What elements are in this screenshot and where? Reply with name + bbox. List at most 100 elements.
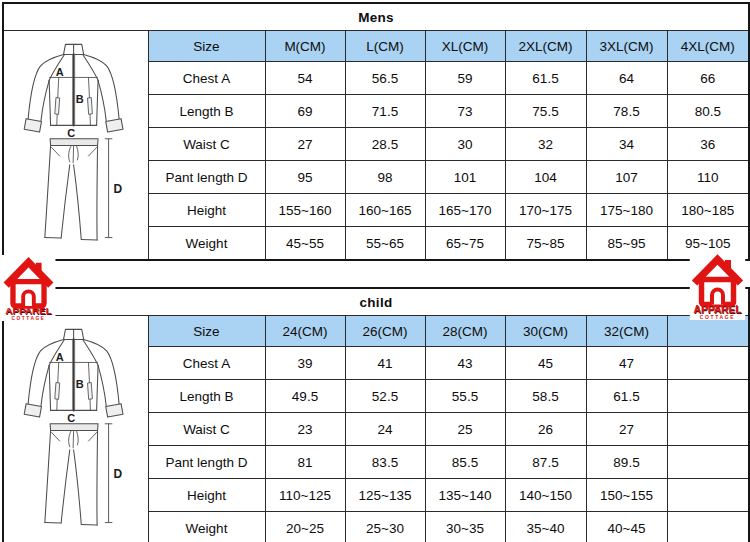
value-cell (667, 479, 749, 512)
value-cell: 28.5 (345, 128, 425, 161)
value-cell: 59 (425, 62, 505, 95)
value-cell: 107 (586, 161, 667, 194)
size-column-header: 26(CM) (345, 316, 425, 347)
value-cell: 26 (505, 413, 586, 446)
value-cell: 39 (265, 347, 345, 380)
value-cell: 54 (265, 62, 345, 95)
child-tracksuit-diagram (3, 316, 148, 542)
row-label: Weight (148, 227, 265, 261)
value-cell: 34 (586, 128, 667, 161)
value-cell: 85.5 (425, 446, 505, 479)
child-section-title: child (3, 288, 749, 316)
mens-title-row: Mens (3, 3, 749, 31)
row-label: Pant length D (148, 161, 265, 194)
value-cell: 41 (345, 347, 425, 380)
row-label: Height (148, 194, 265, 227)
value-cell: 104 (505, 161, 586, 194)
value-cell: 35~40 (505, 512, 586, 542)
size-column-header: 24(CM) (265, 316, 345, 347)
value-cell: 64 (586, 62, 667, 95)
row-label: Pant length D (148, 446, 265, 479)
value-cell: 55.5 (425, 380, 505, 413)
value-cell: 27 (586, 413, 667, 446)
value-cell: 83.5 (345, 446, 425, 479)
value-cell (667, 380, 749, 413)
value-cell: 32 (505, 128, 586, 161)
value-cell: 25~30 (345, 512, 425, 542)
child-header-row: Size24(CM)26(CM)28(CM)30(CM)32(CM) (3, 316, 749, 347)
row-label: Length B (148, 380, 265, 413)
value-cell: 140~150 (505, 479, 586, 512)
value-cell: 49.5 (265, 380, 345, 413)
size-column-header: 32(CM) (586, 316, 667, 347)
value-cell: 160~165 (345, 194, 425, 227)
value-cell: 58.5 (505, 380, 586, 413)
mens-size-table: Mens SizeM(CM)L(CM)XL(CM)2XL(CM)3XL(CM)4… (2, 2, 750, 261)
value-cell: 23 (265, 413, 345, 446)
value-cell: 61.5 (505, 62, 586, 95)
size-column-header: 28(CM) (425, 316, 505, 347)
value-cell: 65~75 (425, 227, 505, 261)
child-title-row: child (3, 288, 749, 316)
value-cell: 85~95 (586, 227, 667, 261)
value-cell: 71.5 (345, 95, 425, 128)
value-cell: 175~180 (586, 194, 667, 227)
apparel-cottage-logo-left (1, 255, 56, 321)
value-cell (667, 512, 749, 542)
value-cell: 75.5 (505, 95, 586, 128)
size-column-header: Size (148, 31, 265, 62)
value-cell: 80.5 (667, 95, 749, 128)
size-column-header: M(CM) (265, 31, 345, 62)
row-label: Waist C (148, 413, 265, 446)
value-cell: 25 (425, 413, 505, 446)
tracksuit-drawing-child (6, 324, 146, 538)
value-cell: 27 (265, 128, 345, 161)
row-label: Height (148, 479, 265, 512)
value-cell: 89.5 (586, 446, 667, 479)
row-label: Chest A (148, 62, 265, 95)
size-chart-page: Mens SizeM(CM)L(CM)XL(CM)2XL(CM)3XL(CM)4… (0, 0, 750, 542)
child-size-table: child Size24(CM)26(CM)28(CM)30(CM)32(CM)… (2, 287, 750, 542)
value-cell: 180~185 (667, 194, 749, 227)
value-cell: 36 (667, 128, 749, 161)
value-cell: 45 (505, 347, 586, 380)
size-column-header (667, 316, 749, 347)
value-cell: 155~160 (265, 194, 345, 227)
value-cell: 95 (265, 161, 345, 194)
row-label: Length B (148, 95, 265, 128)
value-cell: 66 (667, 62, 749, 95)
size-column-header: 30(CM) (505, 316, 586, 347)
value-cell (667, 347, 749, 380)
value-cell: 73 (425, 95, 505, 128)
value-cell: 52.5 (345, 380, 425, 413)
value-cell: 30 (425, 128, 505, 161)
value-cell: 55~65 (345, 227, 425, 261)
value-cell: 101 (425, 161, 505, 194)
value-cell: 20~25 (265, 512, 345, 542)
value-cell: 75~85 (505, 227, 586, 261)
value-cell: 30~35 (425, 512, 505, 542)
value-cell: 47 (586, 347, 667, 380)
value-cell: 150~155 (586, 479, 667, 512)
row-label: Chest A (148, 347, 265, 380)
value-cell: 78.5 (586, 95, 667, 128)
mens-header-row: SizeM(CM)L(CM)XL(CM)2XL(CM)3XL(CM)4XL(CM… (3, 31, 749, 62)
value-cell: 40~45 (586, 512, 667, 542)
value-cell: 110~125 (265, 479, 345, 512)
row-label: Weight (148, 512, 265, 542)
value-cell: 24 (345, 413, 425, 446)
value-cell: 61.5 (586, 380, 667, 413)
size-column-header: 3XL(CM) (586, 31, 667, 62)
value-cell: 87.5 (505, 446, 586, 479)
apparel-cottage-logo-right (689, 252, 746, 320)
size-column-header: 4XL(CM) (667, 31, 749, 62)
value-cell: 56.5 (345, 62, 425, 95)
value-cell: 125~135 (345, 479, 425, 512)
size-column-header: L(CM) (345, 31, 425, 62)
size-column-header: 2XL(CM) (505, 31, 586, 62)
size-column-header: Size (148, 316, 265, 347)
size-column-header: XL(CM) (425, 31, 505, 62)
value-cell (667, 446, 749, 479)
mens-section-title: Mens (3, 3, 749, 31)
value-cell: 81 (265, 446, 345, 479)
